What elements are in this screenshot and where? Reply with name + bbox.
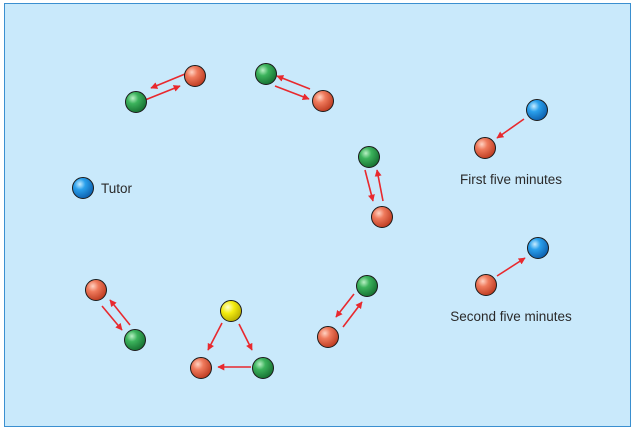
arrow — [364, 169, 375, 202]
student-red-ball — [312, 90, 334, 112]
arrow — [144, 85, 181, 101]
student-red-ball — [475, 274, 497, 296]
tutor-legend-ball — [72, 177, 94, 199]
arrow — [496, 257, 526, 277]
student-red-ball — [184, 65, 206, 87]
tutor-ball — [527, 237, 549, 259]
arrow — [109, 299, 131, 326]
first-five-minutes-label: First five minutes — [460, 172, 562, 187]
student-green-ball — [252, 357, 274, 379]
arrow — [276, 75, 311, 90]
balls — [72, 63, 549, 379]
student-red-ball — [85, 279, 107, 301]
student-red-ball — [474, 137, 496, 159]
student-green-ball — [124, 329, 146, 351]
second-five-minutes-label: Second five minutes — [450, 309, 572, 324]
student-red-ball — [190, 357, 212, 379]
arrow — [342, 301, 363, 328]
student-green-ball — [358, 146, 380, 168]
arrow — [150, 73, 186, 89]
special-yellow-ball — [220, 300, 242, 322]
arrow — [274, 85, 310, 101]
student-red-ball — [371, 206, 393, 228]
student-red-ball — [317, 326, 339, 348]
pairing-diagram: Tutor First five minutes Second five min… — [4, 3, 631, 427]
arrow — [374, 169, 384, 202]
diagram-canvas: Tutor First five minutes Second five min… — [72, 63, 572, 379]
arrow — [238, 323, 253, 351]
tutor-label: Tutor — [101, 181, 133, 196]
student-green-ball — [255, 63, 277, 85]
arrow — [101, 305, 123, 331]
student-green-ball — [125, 91, 147, 113]
arrows — [101, 73, 526, 371]
arrow — [335, 293, 355, 318]
arrow — [207, 322, 223, 351]
student-green-ball — [356, 275, 378, 297]
arrow — [496, 118, 525, 139]
tutor-ball — [526, 99, 548, 121]
